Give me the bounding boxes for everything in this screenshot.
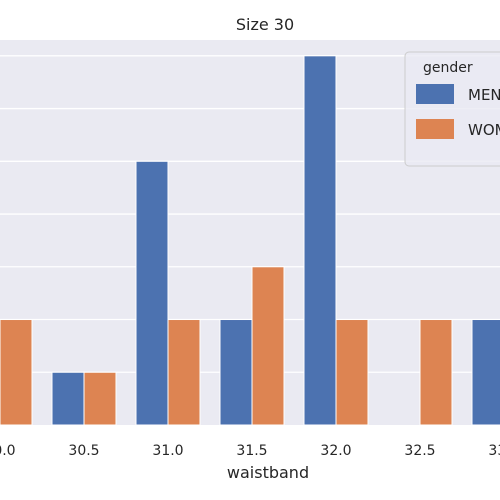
bars [0,55,500,426]
x-tick-label: 32.5 [404,443,435,459]
bar-women-32.5 [419,319,453,426]
bar-women-31.0 [167,319,201,426]
x-tick-label: 30.5 [68,443,99,459]
x-axis-label: waistband [227,463,309,482]
legend-label-men: MEN [468,86,500,104]
legend: gender MEN WOMEN [404,51,500,167]
legend-items: MEN WOMEN [416,84,500,139]
bar-men-30.5 [51,371,85,426]
x-tick-label: 31.5 [236,443,267,459]
bar-women-30.5 [83,371,117,426]
legend-swatch-men [416,84,454,104]
x-tick-label: 32.0 [320,443,351,459]
bar-women-30.0 [0,319,33,426]
bar-men-31.5 [219,319,253,426]
legend-title: gender [423,60,473,76]
bar-women-32.0 [335,319,369,426]
bar-men-33.0 [471,319,500,426]
x-tick-labels: 30.0 30.5 31.0 31.5 32.0 32.5 33.0 [0,443,500,459]
x-tick-label: 31.0 [152,443,183,459]
chart-title: Size 30 [236,15,294,34]
legend-label-women: WOMEN [468,121,500,139]
x-tick-label: 33.0 [488,443,500,459]
bar-men-32.0 [303,55,337,426]
legend-swatch-women [416,119,454,139]
bar-women-31.5 [251,266,285,426]
bar-men-31.0 [135,160,169,426]
x-tick-label: 30.0 [0,443,16,459]
